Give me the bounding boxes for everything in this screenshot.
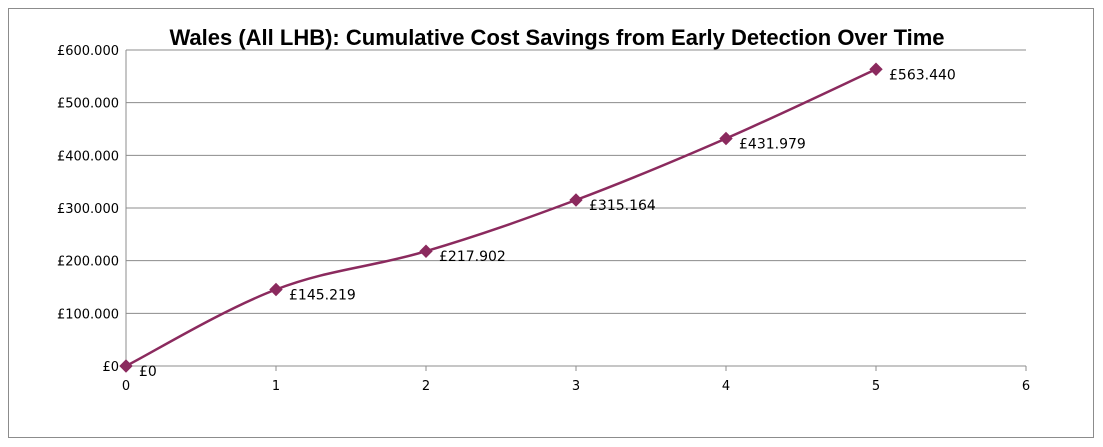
chart-title: Wales (All LHB): Cumulative Cost Savings… — [169, 25, 944, 50]
y-tick-label: £200.000 — [57, 255, 119, 270]
data-point-marker — [869, 62, 883, 76]
chart: Wales (All LHB): Cumulative Cost Savings… — [57, 25, 1030, 394]
data-label: £217.902 — [439, 249, 506, 265]
y-tick-label: £300.000 — [57, 202, 119, 217]
data-point-marker — [419, 244, 433, 258]
y-tick-label: £100.000 — [57, 307, 119, 322]
y-tick-label: £600.000 — [57, 44, 119, 59]
axes: £0 £100.000 £200.000 £300.000 £400.000 £500.0… — [57, 44, 1030, 394]
data-labels: £0 £145.219 £217.902 £315.164 £431.979 £563.4… — [139, 67, 956, 380]
gridlines — [126, 49, 1026, 314]
data-point-marker — [269, 282, 283, 297]
data-point-marker — [569, 193, 583, 207]
data-point-marker — [119, 359, 133, 373]
y-tick-label: £500.000 — [57, 97, 119, 112]
data-label: £431.979 — [739, 136, 806, 152]
data-label: £315.164 — [589, 198, 656, 214]
x-tick-label: 5 — [872, 379, 880, 394]
chart-frame: Wales (All LHB): Cumulative Cost Savings… — [8, 8, 1094, 438]
data-label: £0 — [139, 364, 157, 380]
data-point-marker — [719, 131, 733, 146]
y-tick-label: £400.000 — [57, 149, 119, 164]
x-tick-label: 0 — [122, 379, 130, 394]
y-tick-label: £0 — [102, 360, 119, 375]
series-line — [125, 68, 877, 368]
x-tick-label: 1 — [272, 379, 280, 394]
x-tick-label: 4 — [722, 379, 730, 394]
data-label: £145.219 — [289, 288, 356, 304]
series — [119, 62, 883, 373]
data-label: £563.440 — [889, 67, 956, 83]
x-tick-label: 3 — [572, 379, 580, 394]
x-tick-label: 6 — [1022, 379, 1030, 394]
x-tick-label: 2 — [422, 379, 430, 394]
